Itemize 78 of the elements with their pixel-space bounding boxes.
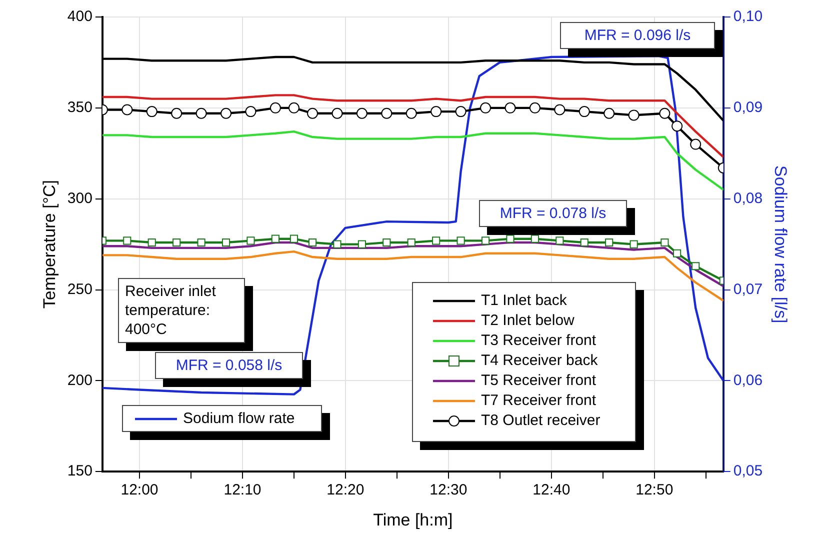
y2-tick-label: 0,08 xyxy=(733,190,763,207)
x-tick-label: 12:20 xyxy=(326,482,364,499)
point xyxy=(123,236,132,245)
y2-tick-label: 0,10 xyxy=(733,8,763,26)
y2-tick-label: 0,06 xyxy=(733,372,763,389)
x-tick-label: 12:50 xyxy=(636,482,674,499)
point xyxy=(672,120,683,132)
point xyxy=(220,108,232,119)
legend-label: Sodium flow rate xyxy=(183,410,295,427)
point xyxy=(148,238,156,247)
y2-tick-label: 0,05 xyxy=(733,462,763,480)
point xyxy=(382,238,391,247)
point xyxy=(554,104,566,116)
point xyxy=(455,106,466,118)
y-tick-label: 400 xyxy=(67,8,92,26)
point xyxy=(245,106,256,118)
point xyxy=(172,238,181,247)
y2-tick-label: 0,07 xyxy=(733,280,763,298)
legend-label: T5 Receiver front xyxy=(481,372,596,389)
point xyxy=(406,108,417,119)
point xyxy=(432,236,440,245)
point xyxy=(628,110,640,121)
point xyxy=(122,104,133,116)
point xyxy=(197,238,206,247)
point xyxy=(578,106,590,118)
legend-label: T2 Inlet below xyxy=(481,312,574,329)
point xyxy=(604,108,615,119)
point xyxy=(356,108,368,119)
y-axis-title: Temperature [°C] xyxy=(40,180,59,309)
point xyxy=(358,240,366,248)
y-tick-label: 250 xyxy=(67,280,92,298)
point xyxy=(659,108,670,119)
point xyxy=(504,102,516,114)
point xyxy=(146,106,158,118)
point xyxy=(580,238,588,247)
point xyxy=(480,102,492,114)
point xyxy=(381,108,392,119)
legend-label: T1 Inlet back xyxy=(481,292,567,309)
point xyxy=(332,108,343,119)
point xyxy=(222,238,230,247)
x-tick-label: 12:10 xyxy=(224,482,262,499)
point xyxy=(529,102,540,114)
point xyxy=(270,102,281,114)
x-tick-label: 12:30 xyxy=(430,482,468,499)
legend-label: T7 Receiver front xyxy=(481,392,596,409)
point xyxy=(690,138,702,150)
x-tick-label: 12:00 xyxy=(120,482,158,499)
point xyxy=(660,238,669,247)
point xyxy=(605,238,614,247)
point xyxy=(530,234,539,243)
point xyxy=(430,106,442,118)
point xyxy=(196,108,207,119)
point xyxy=(673,249,682,258)
y2-axis-title: Sodium flow rate [l/s] xyxy=(771,165,790,324)
legend-label: T8 Outlet receiver xyxy=(481,412,600,429)
point xyxy=(271,234,280,243)
point xyxy=(246,236,255,245)
point xyxy=(407,238,416,247)
point xyxy=(333,240,342,248)
x-tick-label: 12:40 xyxy=(532,482,570,499)
point xyxy=(692,262,700,270)
point xyxy=(288,102,300,114)
y-tick-label: 150 xyxy=(67,462,92,480)
y-tick-label: 200 xyxy=(67,372,92,389)
point xyxy=(506,234,514,243)
y-tick-label: 300 xyxy=(67,190,92,207)
point xyxy=(481,236,490,245)
legend-label: T3 Receiver front xyxy=(481,332,596,349)
y-tick-label: 350 xyxy=(67,99,92,116)
point xyxy=(630,240,638,248)
y2-tick-label: 0,09 xyxy=(733,99,763,116)
point xyxy=(171,108,182,119)
point xyxy=(456,236,465,245)
legend-label: T4 Receiver back xyxy=(481,352,598,369)
point xyxy=(307,108,318,119)
point xyxy=(290,234,298,243)
point xyxy=(308,238,317,247)
x-axis-title: Time [h:m] xyxy=(373,510,453,530)
